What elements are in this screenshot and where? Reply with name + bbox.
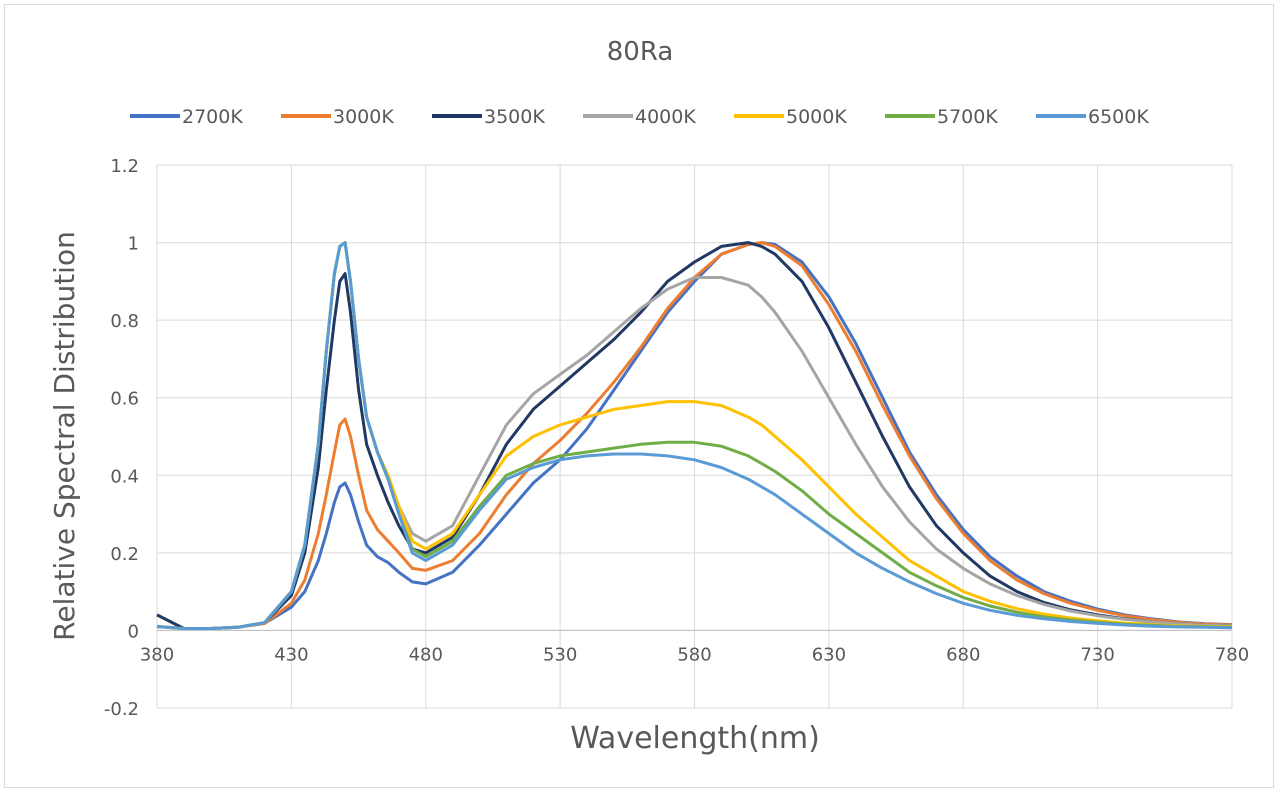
- x-tick-label: 630: [812, 644, 846, 665]
- axes: -0.2 0 0.2 0.4 0.6 0.8 1 1.2 380 430 480 530 580 630 6…: [104, 156, 1249, 720]
- x-tick-label: 430: [274, 644, 308, 665]
- y-tick-label: 1: [128, 234, 139, 255]
- x-tick-label: 530: [543, 644, 577, 665]
- y-tick-label: 0: [128, 621, 139, 642]
- plot-area: [156, 241, 1233, 630]
- y-tick-label: 1.2: [110, 156, 139, 177]
- x-tick-label: 680: [946, 644, 980, 665]
- x-axis-label: Wavelength(nm): [570, 721, 820, 756]
- y-tick-label: 0.6: [110, 389, 139, 410]
- x-tick-label: 480: [409, 644, 443, 665]
- y-axis-label: Relative Spectral Distribution: [48, 231, 81, 641]
- legend-label: 2700K: [182, 106, 243, 128]
- x-tick-label: 580: [677, 644, 711, 665]
- y-tick-label: 0.2: [110, 544, 139, 565]
- legend-label: 3500K: [484, 106, 545, 128]
- chart-frame: [4, 4, 1274, 788]
- x-tick-label: 380: [140, 644, 174, 665]
- y-tick-label: -0.2: [104, 699, 139, 720]
- series-line-2700K: [156, 241, 1233, 630]
- series-line-3500K: [156, 241, 1233, 630]
- legend-label: 3000K: [333, 106, 394, 128]
- x-tick-label: 780: [1215, 644, 1249, 665]
- series-line-6500K: [156, 241, 1233, 630]
- chart-title: 80Ra: [607, 37, 674, 67]
- legend: 2700K 3000K 3500K 4000K 5000K 5700K 6500K: [130, 106, 1149, 128]
- legend-label: 4000K: [635, 106, 696, 128]
- y-tick-label: 0.4: [110, 466, 139, 487]
- series-line-3000K: [156, 241, 1233, 630]
- x-tick-label: 730: [1080, 644, 1114, 665]
- legend-label: 5700K: [937, 106, 998, 128]
- legend-label: 5000K: [786, 106, 847, 128]
- legend-label: 6500K: [1088, 106, 1149, 128]
- y-tick-label: 0.8: [110, 311, 139, 332]
